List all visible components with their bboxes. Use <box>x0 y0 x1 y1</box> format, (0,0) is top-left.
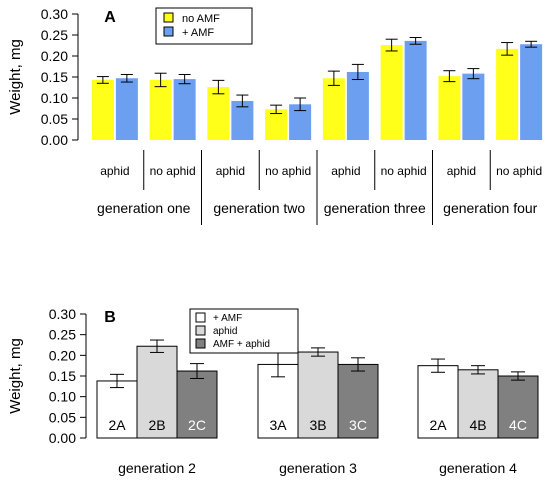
bar <box>520 44 543 140</box>
legend-swatch <box>163 12 174 23</box>
y-tick-label-a: 0.10 <box>41 90 68 106</box>
y-tick-label-a: 0.15 <box>41 69 68 85</box>
category-label-a: aphid <box>447 164 476 178</box>
legend-label: no AMF <box>182 13 220 25</box>
legend-swatch <box>195 312 206 323</box>
y-tick-label-b: 0.05 <box>49 409 76 425</box>
y-tick-label-a: 0.30 <box>41 6 68 22</box>
legend-swatch <box>195 325 206 336</box>
bar <box>462 73 485 140</box>
bar <box>380 45 403 140</box>
category-label-a: no aphid <box>265 164 311 178</box>
category-label-a: no aphid <box>150 164 196 178</box>
bar-label: 2A <box>429 417 447 433</box>
legend-swatch <box>163 26 174 37</box>
y-tick-label-b: 0.25 <box>49 327 76 343</box>
y-axis-label-a: Weight, mg <box>7 39 24 115</box>
bar-label: 3B <box>309 417 326 433</box>
panel-label-a: A <box>104 9 116 26</box>
bar-label: 4B <box>469 417 486 433</box>
bar <box>231 100 254 140</box>
bar <box>417 365 459 439</box>
bar <box>337 363 379 439</box>
legend-label: + AMF <box>182 27 214 39</box>
y-tick-label-a: 0.05 <box>41 111 68 127</box>
panel-b: 0.00 0.05 0.10 0.15 0.20 0.25 0.30 Weight, mg B 2… <box>7 306 539 476</box>
y-tick-label-b: 0.00 <box>49 430 76 446</box>
bar <box>289 104 312 140</box>
y-tick-label-b: 0.30 <box>49 306 76 322</box>
bar-label: 3C <box>349 417 367 433</box>
legend-swatch <box>195 338 206 349</box>
bar <box>438 76 461 140</box>
bar <box>136 345 178 439</box>
y-tick-label-a: 0.25 <box>41 27 68 43</box>
category-label-a: no aphid <box>496 164 542 178</box>
category-label-b: generation 2 <box>118 460 196 476</box>
bar-label: 2C <box>188 417 206 433</box>
y-tick-label-a: 0.20 <box>41 48 68 64</box>
y-tick-label-b: 0.20 <box>49 347 76 363</box>
category-label-b: generation 3 <box>279 460 357 476</box>
bar <box>457 369 499 439</box>
y-tick-label-b: 0.15 <box>49 368 76 384</box>
legend-b: + AMF aphid AMF + aphid <box>189 308 299 354</box>
bar <box>149 79 172 140</box>
bar-label: 2A <box>108 417 126 433</box>
y-tick-label-b: 0.10 <box>49 389 76 405</box>
category-label-a: aphid <box>100 164 129 178</box>
bar <box>115 78 138 140</box>
group-label-a: generation one <box>97 200 191 216</box>
panel-a: 0.00 0.05 0.10 0.15 0.20 0.25 0.30 Weight, mg Aa… <box>7 6 542 225</box>
bar <box>322 78 345 140</box>
legend-label: + AMF <box>213 313 242 324</box>
legend-box <box>189 308 299 354</box>
category-label-a: aphid <box>216 164 245 178</box>
y-tick-label-a: 0.00 <box>41 132 68 148</box>
group-label-a: generation three <box>324 200 426 216</box>
category-label-a: no aphid <box>381 164 427 178</box>
group-label-a: generation two <box>213 200 305 216</box>
legend-a: no AMF + AMF <box>155 7 253 45</box>
y-axis-label-b: Weight, mg <box>7 338 24 414</box>
bar-label: 2B <box>148 417 165 433</box>
legend-label: AMF + aphid <box>213 339 270 350</box>
bar-label: 3A <box>269 417 287 433</box>
category-label-a: aphid <box>331 164 360 178</box>
bar <box>497 375 539 439</box>
bar <box>207 87 230 140</box>
bar <box>173 79 196 140</box>
bar-label: 4C <box>509 417 527 433</box>
group-label-a: generation four <box>443 200 538 216</box>
category-label-b: generation 4 <box>439 460 517 476</box>
bar <box>91 79 114 140</box>
bar <box>346 71 369 140</box>
bar <box>496 48 519 140</box>
bar <box>176 370 218 439</box>
legend-label: aphid <box>213 326 237 337</box>
panel-label-b: B <box>104 309 116 326</box>
bar <box>265 109 288 140</box>
bar <box>404 40 427 140</box>
